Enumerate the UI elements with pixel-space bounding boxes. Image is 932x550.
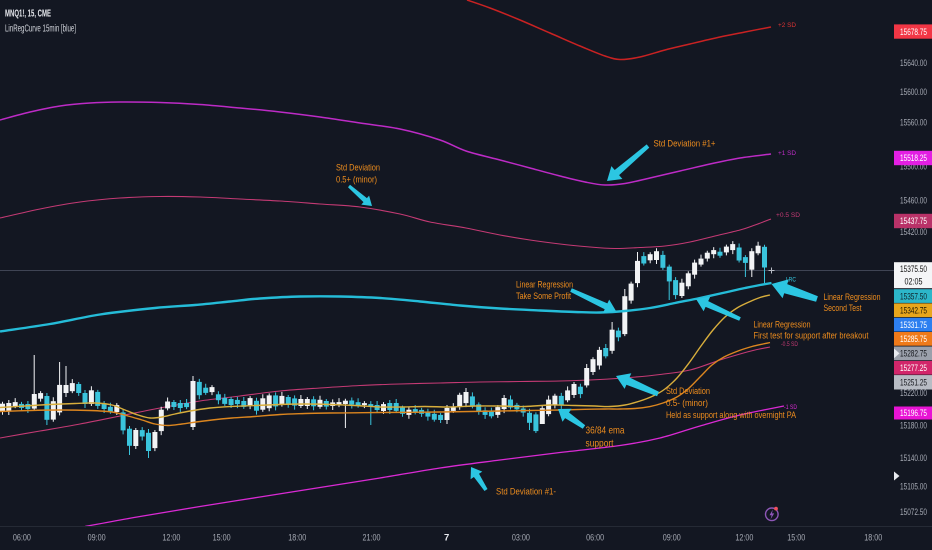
svg-text:-0.5 SD: -0.5 SD xyxy=(781,341,798,348)
svg-text:15518.25: 15518.25 xyxy=(900,153,927,163)
svg-text:Linear Regression: Linear Regression xyxy=(754,320,811,330)
svg-text:15375.50: 15375.50 xyxy=(900,264,927,274)
svg-text:-1 SD: -1 SD xyxy=(784,404,797,411)
svg-text:15600.00: 15600.00 xyxy=(900,87,927,97)
svg-text:15251.25: 15251.25 xyxy=(900,378,927,388)
svg-text:15342.75: 15342.75 xyxy=(900,305,927,315)
svg-text:Linear Regression: Linear Regression xyxy=(516,280,573,290)
svg-text:09:00: 09:00 xyxy=(663,533,681,543)
svg-text:MNQ1!, 15, CME: MNQ1!, 15, CME xyxy=(5,8,51,19)
svg-text:06:00: 06:00 xyxy=(586,533,604,543)
svg-text:Second Test: Second Test xyxy=(824,303,862,313)
svg-text:15277.25: 15277.25 xyxy=(900,363,927,373)
svg-text:Held as support along with ove: Held as support along with overnight PA xyxy=(666,410,796,420)
svg-text:15437.75: 15437.75 xyxy=(900,216,927,226)
svg-text:06:00: 06:00 xyxy=(13,533,31,543)
svg-text:15640.00: 15640.00 xyxy=(900,58,927,68)
svg-text:15420.00: 15420.00 xyxy=(900,227,927,237)
svg-text:+1 SD: +1 SD xyxy=(778,150,796,157)
svg-text:15196.75: 15196.75 xyxy=(900,408,927,418)
svg-text:LinRegCurve 15min [blue]: LinRegCurve 15min [blue] xyxy=(5,24,76,35)
svg-text:15678.75: 15678.75 xyxy=(900,27,927,37)
svg-text:15285.75: 15285.75 xyxy=(900,334,927,344)
svg-text:02:05: 02:05 xyxy=(905,276,923,286)
svg-text:+2 SD: +2 SD xyxy=(778,22,796,29)
svg-text:15282.75: 15282.75 xyxy=(900,349,927,359)
svg-text:Std Deviation #1+: Std Deviation #1+ xyxy=(654,139,716,149)
svg-text:03:00: 03:00 xyxy=(512,533,530,543)
svg-text:Take Some Profit: Take Some Profit xyxy=(516,291,571,301)
svg-text:18:00: 18:00 xyxy=(864,533,882,543)
svg-text:12:00: 12:00 xyxy=(735,533,753,543)
svg-text:15180.00: 15180.00 xyxy=(900,421,927,431)
svg-text:15357.50: 15357.50 xyxy=(900,291,927,301)
svg-text:Std Deviation #1-: Std Deviation #1- xyxy=(496,487,556,497)
svg-text:15140.00: 15140.00 xyxy=(900,453,927,463)
svg-text:15105.00: 15105.00 xyxy=(900,481,927,491)
svg-text:15:00: 15:00 xyxy=(213,533,231,543)
svg-text:0.5+ (minor): 0.5+ (minor) xyxy=(336,175,377,185)
svg-text:+0.5 SD: +0.5 SD xyxy=(776,212,800,219)
svg-text:15560.00: 15560.00 xyxy=(900,117,927,127)
svg-text:15460.00: 15460.00 xyxy=(900,195,927,205)
svg-text:7: 7 xyxy=(444,533,449,544)
svg-text:36/84 ema: 36/84 ema xyxy=(586,425,625,437)
svg-text:21:00: 21:00 xyxy=(363,533,381,543)
svg-text:First test for support after b: First test for support after breakout xyxy=(754,331,869,341)
svg-text:support: support xyxy=(586,438,614,450)
svg-text:12:00: 12:00 xyxy=(162,533,180,543)
svg-text:09:00: 09:00 xyxy=(88,533,106,543)
svg-text:Std Deviation: Std Deviation xyxy=(336,163,380,173)
svg-text:Linear Regression: Linear Regression xyxy=(824,292,881,302)
svg-text:18:00: 18:00 xyxy=(288,533,306,543)
svg-text:15072.50: 15072.50 xyxy=(900,507,927,517)
svg-text:15220.00: 15220.00 xyxy=(900,388,927,398)
svg-text:Std Deviation: Std Deviation xyxy=(666,386,710,396)
svg-text:15331.75: 15331.75 xyxy=(900,320,927,330)
svg-text:0.5- (minor): 0.5- (minor) xyxy=(666,398,708,408)
svg-text:15500.00: 15500.00 xyxy=(900,162,927,172)
svg-text:15:00: 15:00 xyxy=(787,533,805,543)
svg-text:LRC: LRC xyxy=(786,277,796,284)
